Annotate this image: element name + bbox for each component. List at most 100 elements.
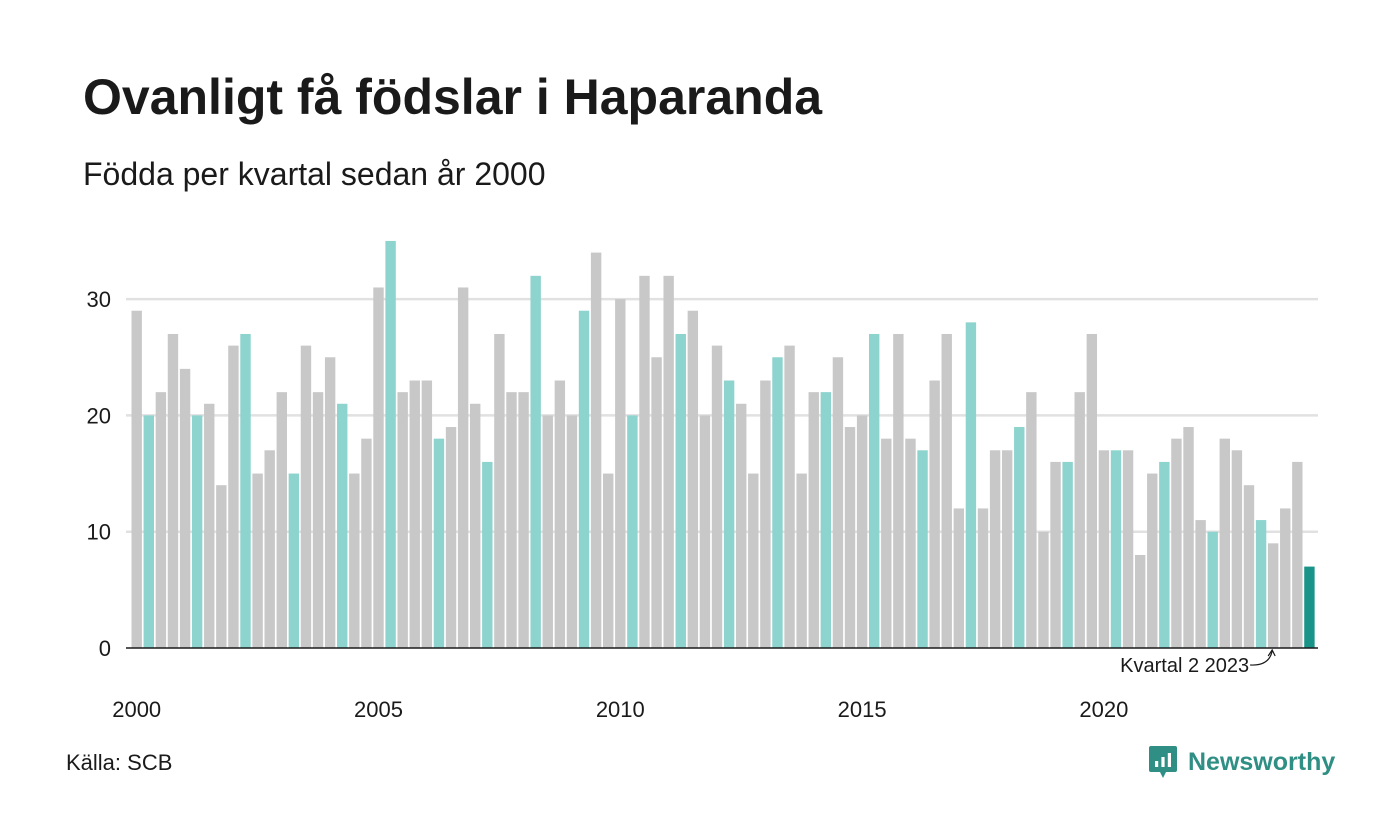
bar-2021-q4 xyxy=(1183,427,1194,648)
bar-2006-q1 xyxy=(421,380,433,648)
bar-2010-q2 xyxy=(627,415,638,648)
bar-2012-q1 xyxy=(711,345,723,648)
bar-2015-q4 xyxy=(893,333,904,648)
bar-2023-q1 xyxy=(1243,485,1255,648)
bar-2015-q3 xyxy=(881,438,892,648)
bar-2014-q4 xyxy=(844,427,856,648)
bar-2005-q1 xyxy=(373,287,384,648)
bar-2024-q2 xyxy=(1304,566,1315,648)
bar-2013-q1 xyxy=(760,380,771,648)
bar-2017-q4 xyxy=(989,450,1001,648)
bar-2011-q4 xyxy=(699,415,711,648)
y-tick-label: 20 xyxy=(87,403,111,428)
bar-2016-q4 xyxy=(941,333,952,648)
bar-2000-q3 xyxy=(155,392,167,648)
bar-2011-q2 xyxy=(675,333,686,648)
bar-2010-q3 xyxy=(639,275,650,648)
bar-2021-q1 xyxy=(1147,473,1158,648)
bar-2002-q1 xyxy=(228,345,239,648)
bar-2011-q1 xyxy=(663,275,674,648)
bar-2017-q2 xyxy=(965,322,977,648)
source-label: Källa: SCB xyxy=(66,750,173,775)
bar-2013-q2 xyxy=(772,357,783,648)
brand-name: Newsworthy xyxy=(1188,747,1336,776)
bar-2003-q1 xyxy=(276,392,287,648)
bar-2007-q1 xyxy=(470,403,481,648)
bar-2005-q3 xyxy=(397,392,408,648)
bar-2018-q1 xyxy=(1001,450,1013,648)
bar-2014-q1 xyxy=(808,392,819,648)
bar-2018-q4 xyxy=(1038,531,1049,648)
x-tick-label: 2020 xyxy=(1079,697,1128,722)
bar-2021-q3 xyxy=(1171,438,1182,648)
bar-2007-q2 xyxy=(482,461,493,648)
bar-2004-q1 xyxy=(324,357,336,648)
bar-2010-q1 xyxy=(615,299,626,648)
bar-2022-q3 xyxy=(1219,438,1230,648)
y-tick-label: 30 xyxy=(87,287,111,312)
bar-2006-q3 xyxy=(445,427,457,648)
bar-2012-q2 xyxy=(723,380,735,648)
bar-2009-q4 xyxy=(603,473,614,648)
bar-2006-q4 xyxy=(457,287,469,648)
bar-2024-q1 xyxy=(1292,461,1303,648)
bar-2009-q1 xyxy=(566,415,578,648)
bar-2014-q3 xyxy=(832,357,844,648)
axes: 0 10 20 30 2000 2005 2010 2015 2020 xyxy=(87,287,1318,722)
bar-2023-q3 xyxy=(1267,543,1279,648)
chart-title: Ovanligt få födslar i Haparanda xyxy=(83,69,823,125)
bar-2008-q1 xyxy=(518,392,529,648)
bar-2020-q3 xyxy=(1122,450,1134,648)
bar-2000-q2 xyxy=(143,415,154,648)
bar-2000-q1 xyxy=(131,310,142,648)
chart-subtitle: Födda per kvartal sedan år 2000 xyxy=(83,156,546,192)
bar-2002-q4 xyxy=(264,450,275,648)
bar-2009-q2 xyxy=(578,310,590,648)
bar-2023-q4 xyxy=(1280,508,1291,648)
bar-2020-q1 xyxy=(1098,450,1110,648)
bar-2021-q2 xyxy=(1159,461,1170,648)
bar-2002-q3 xyxy=(252,473,263,648)
bar-2001-q4 xyxy=(216,485,227,648)
bar-2016-q2 xyxy=(917,450,928,648)
bar-2016-q3 xyxy=(929,380,940,648)
bar-2003-q2 xyxy=(288,473,300,648)
bar-2004-q2 xyxy=(337,403,348,648)
bar-2004-q3 xyxy=(349,473,360,648)
x-tick-label: 2000 xyxy=(112,697,161,722)
y-tick-label: 10 xyxy=(87,520,111,545)
bar-2013-q3 xyxy=(784,345,795,648)
bar-2019-q3 xyxy=(1074,392,1085,648)
bar-2022-q4 xyxy=(1231,450,1243,648)
bar-2018-q3 xyxy=(1026,392,1037,648)
bar-2006-q2 xyxy=(433,438,445,648)
bar-2019-q1 xyxy=(1050,461,1061,648)
bar-2007-q4 xyxy=(506,392,517,648)
bar-2015-q2 xyxy=(868,333,880,648)
annotation-arrowhead xyxy=(1267,648,1276,657)
bar-2005-q2 xyxy=(385,240,396,648)
bar-2009-q3 xyxy=(590,252,602,648)
annotation-arrow xyxy=(1250,650,1273,666)
bar-2020-q4 xyxy=(1134,554,1146,648)
bar-2001-q3 xyxy=(204,403,215,648)
bar-2019-q2 xyxy=(1062,461,1073,648)
x-tick-label: 2005 xyxy=(354,697,403,722)
bar-2017-q1 xyxy=(953,508,965,648)
bar-2023-q2 xyxy=(1255,520,1267,648)
bar-2001-q1 xyxy=(179,368,191,648)
bar-2004-q4 xyxy=(361,438,372,648)
bar-2017-q3 xyxy=(977,508,989,648)
bar-2008-q3 xyxy=(542,415,553,648)
bar-2001-q2 xyxy=(191,415,203,648)
bar-2018-q2 xyxy=(1014,427,1025,648)
bar-2010-q4 xyxy=(651,357,662,648)
bar-2022-q2 xyxy=(1207,531,1218,648)
bar-2002-q2 xyxy=(240,333,251,648)
bar-2014-q2 xyxy=(820,392,832,648)
bar-2011-q3 xyxy=(687,310,699,648)
bar-2008-q4 xyxy=(554,380,566,648)
bar-2005-q4 xyxy=(409,380,420,648)
bar-2003-q4 xyxy=(312,392,324,648)
